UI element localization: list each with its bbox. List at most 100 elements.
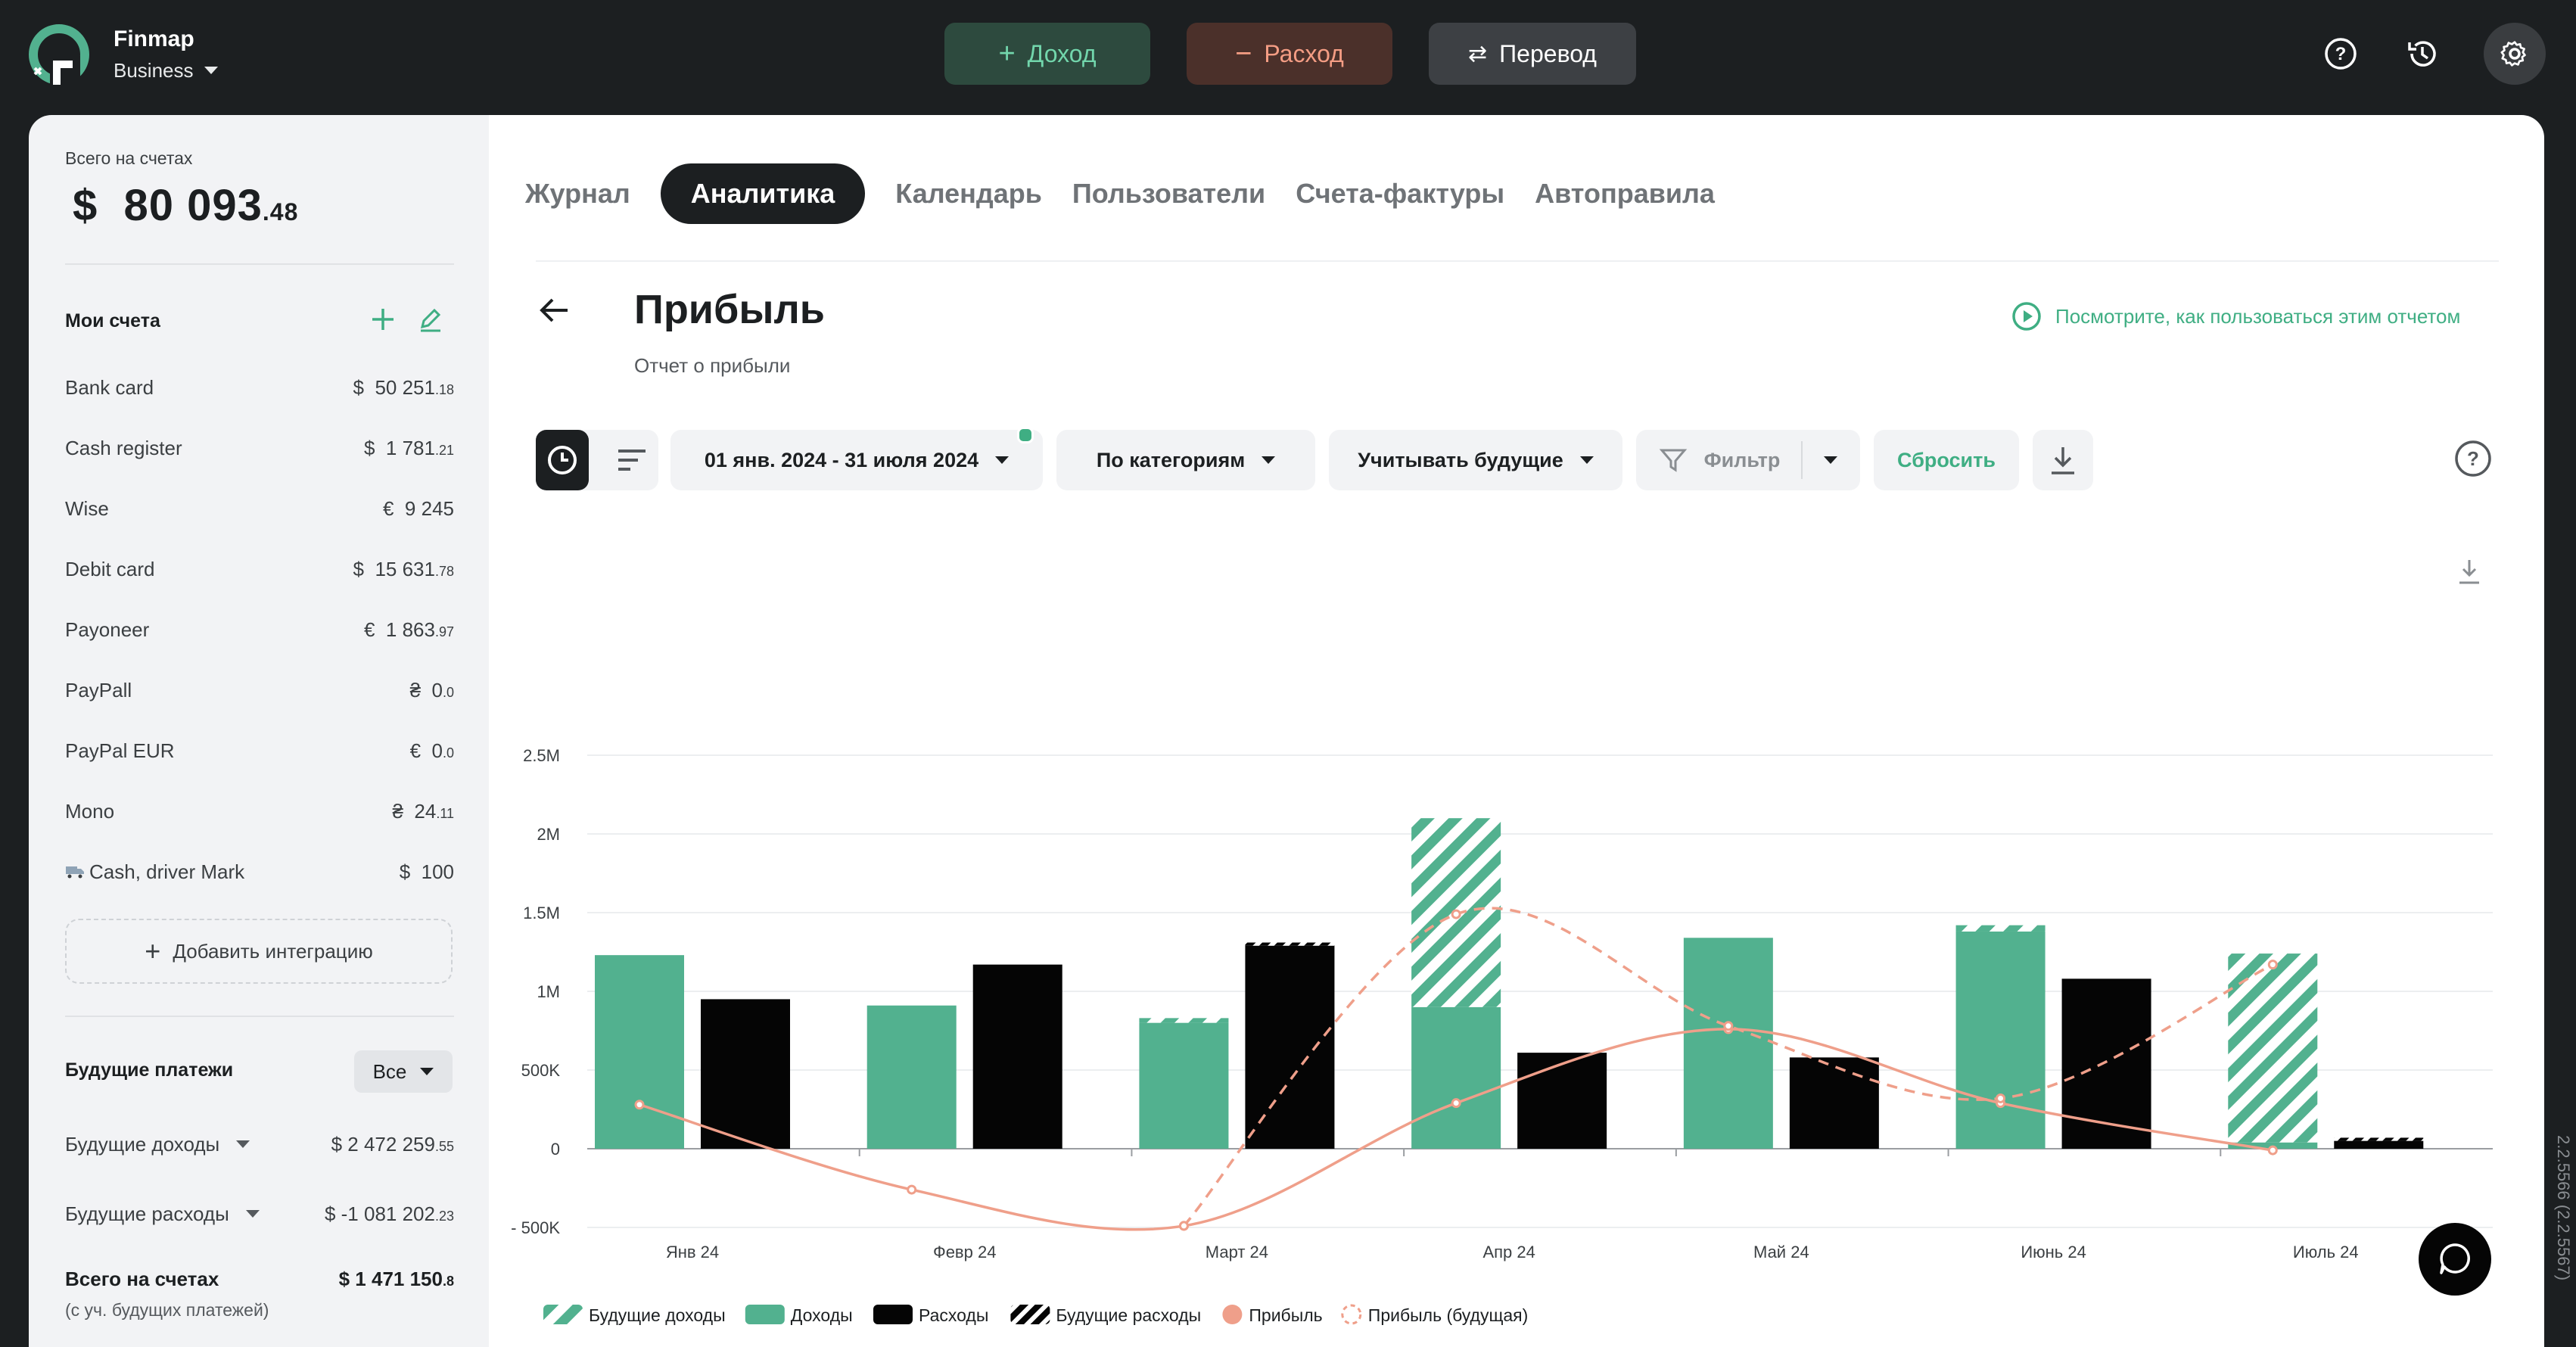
- tab-2[interactable]: Календарь: [895, 178, 1042, 209]
- account-row[interactable]: Payoneer € 1 863.97: [65, 614, 454, 645]
- future-profit-point: [1178, 1221, 1189, 1231]
- date-range-picker[interactable]: 01 янв. 2024 - 31 июля 2024: [670, 427, 1043, 490]
- account-name: Wise: [65, 496, 109, 520]
- income-bar: [1411, 1006, 1501, 1149]
- expense-bar: [1245, 945, 1335, 1149]
- account-whole: 1 863: [385, 618, 435, 641]
- edit-pencil-icon[interactable]: [418, 307, 443, 333]
- account-whole: 1 781: [385, 436, 435, 459]
- settings-button[interactable]: [2484, 23, 2546, 85]
- add-income-button[interactable]: + Доход: [944, 23, 1150, 85]
- account-balance: ₴ 0.0: [410, 679, 454, 702]
- account-whole: 9 245: [404, 496, 454, 520]
- add-transfer-button[interactable]: ⇄ Перевод: [1429, 23, 1636, 85]
- income-bar: [1683, 938, 1773, 1149]
- sort-lines-icon: [618, 450, 646, 471]
- account-row[interactable]: PayPall ₴ 0.0: [65, 675, 454, 705]
- grand-total-cents: .8: [442, 1273, 454, 1289]
- account-currency: €: [383, 496, 394, 520]
- truck-icon: [65, 860, 85, 884]
- divider: [536, 260, 2499, 262]
- future-expense-label: Будущие расходы: [65, 1202, 229, 1225]
- future-expense-row[interactable]: Будущие расходы $ -1 081 202.23: [65, 1199, 454, 1229]
- chart-download-icon[interactable]: [2456, 557, 2482, 587]
- chevron-down-icon: [995, 456, 1010, 464]
- x-tick-label: Июль 24: [2293, 1243, 2359, 1261]
- y-tick-label: 0: [551, 1140, 560, 1159]
- account-row[interactable]: Debit card $ 15 631.78: [65, 554, 454, 584]
- chart-view-button[interactable]: [536, 430, 589, 490]
- help-icon[interactable]: ?: [2322, 35, 2360, 73]
- brand-name: Finmap: [114, 26, 194, 51]
- account-row[interactable]: Wise € 9 245: [65, 493, 454, 524]
- legend-label: Расходы: [919, 1305, 988, 1325]
- reset-button[interactable]: Сбросить: [1874, 430, 2019, 490]
- account-row[interactable]: Mono ₴ 24.11: [65, 796, 454, 826]
- list-view-button[interactable]: [605, 430, 658, 490]
- account-row[interactable]: Cash register $ 1 781.21: [65, 433, 454, 463]
- active-indicator-dot: [1017, 427, 1034, 443]
- back-arrow-icon[interactable]: [537, 294, 571, 327]
- account-balance: $ 50 251.18: [353, 376, 454, 400]
- account-cents: .0: [442, 684, 454, 700]
- tab-0[interactable]: Журнал: [525, 178, 630, 209]
- tab-1[interactable]: Аналитика: [660, 163, 866, 224]
- help-icon[interactable]: ?: [2453, 439, 2493, 478]
- account-whole: 100: [421, 860, 454, 883]
- date-range-value: 01 янв. 2024 - 31 июля 2024: [704, 448, 979, 471]
- legend-swatch: [873, 1305, 913, 1324]
- chevron-down-icon: [420, 1068, 434, 1075]
- finmap-logo-icon[interactable]: [27, 23, 91, 86]
- future-payments-title: Будущие платежи: [65, 1059, 234, 1081]
- plus-icon: +: [998, 37, 1016, 70]
- future-mode-value: Учитывать будущие: [1358, 448, 1563, 471]
- chat-button[interactable]: [2419, 1223, 2491, 1296]
- account-whole: 50 251: [375, 375, 435, 399]
- expense-bar: [1789, 1057, 1879, 1149]
- account-name: Cash, driver Mark: [89, 860, 245, 883]
- top-bar: Finmap Business + Доход − Расход ⇄ Перев…: [0, 0, 2576, 115]
- chevron-down-icon[interactable]: [1824, 456, 1838, 464]
- y-tick-label: 500K: [521, 1061, 561, 1080]
- account-balance: € 0.0: [410, 739, 454, 763]
- future-income-row[interactable]: Будущие доходы $ 2 472 259.55: [65, 1129, 454, 1159]
- workspace-switcher[interactable]: Finmap Business: [114, 26, 218, 83]
- account-balance: $ 100: [400, 860, 454, 884]
- add-expense-button[interactable]: − Расход: [1187, 23, 1392, 85]
- tab-4[interactable]: Счета-фактуры: [1296, 178, 1505, 209]
- expense-bar: [2061, 978, 2151, 1149]
- profit-point: [1451, 1098, 1461, 1109]
- history-icon[interactable]: [2403, 35, 2441, 73]
- filter-button[interactable]: Фильтр: [1636, 430, 1860, 490]
- account-name: Mono: [65, 799, 115, 823]
- account-whole: 0: [431, 678, 443, 701]
- future-mode-select[interactable]: Учитывать будущие: [1329, 430, 1622, 490]
- how-to-link[interactable]: Посмотрите, как пользоваться этим отчето…: [2011, 301, 2460, 331]
- version-tag: 2.2.5566 (2.2.5567): [2552, 1135, 2573, 1347]
- account-whole: 0: [431, 739, 443, 762]
- expense-bar: [972, 964, 1062, 1149]
- add-account-icon[interactable]: [369, 306, 397, 333]
- account-row[interactable]: Bank card $ 50 251.18: [65, 372, 454, 403]
- download-report-button[interactable]: [2033, 430, 2093, 490]
- add-integration-button[interactable]: + Добавить интеграцию: [65, 919, 453, 984]
- tab-3[interactable]: Пользователи: [1072, 178, 1266, 209]
- future-profit-point: [2267, 960, 2278, 970]
- future-filter-select[interactable]: Все: [354, 1050, 453, 1093]
- account-name: Payoneer: [65, 618, 150, 641]
- account-balance: $ 1 781.21: [364, 437, 454, 460]
- y-tick-label: 1M: [537, 982, 560, 1001]
- reset-label: Сбросить: [1897, 448, 1996, 471]
- income-bar: [595, 955, 684, 1149]
- legend-swatch: [1010, 1305, 1050, 1324]
- plan-selector[interactable]: Business: [114, 58, 218, 83]
- view-toggle[interactable]: [536, 430, 658, 490]
- group-by-select[interactable]: По категориям: [1056, 430, 1315, 490]
- account-row[interactable]: Cash, driver Mark $ 100: [65, 857, 454, 887]
- account-row[interactable]: PayPal EUR € 0.0: [65, 736, 454, 766]
- total-cents: .48: [262, 198, 299, 226]
- tab-5[interactable]: Автоправила: [1535, 178, 1715, 209]
- account-name: Cash register: [65, 436, 182, 459]
- future-income-bar: [1139, 1018, 1229, 1023]
- future-income-label: Будущие доходы: [65, 1132, 220, 1156]
